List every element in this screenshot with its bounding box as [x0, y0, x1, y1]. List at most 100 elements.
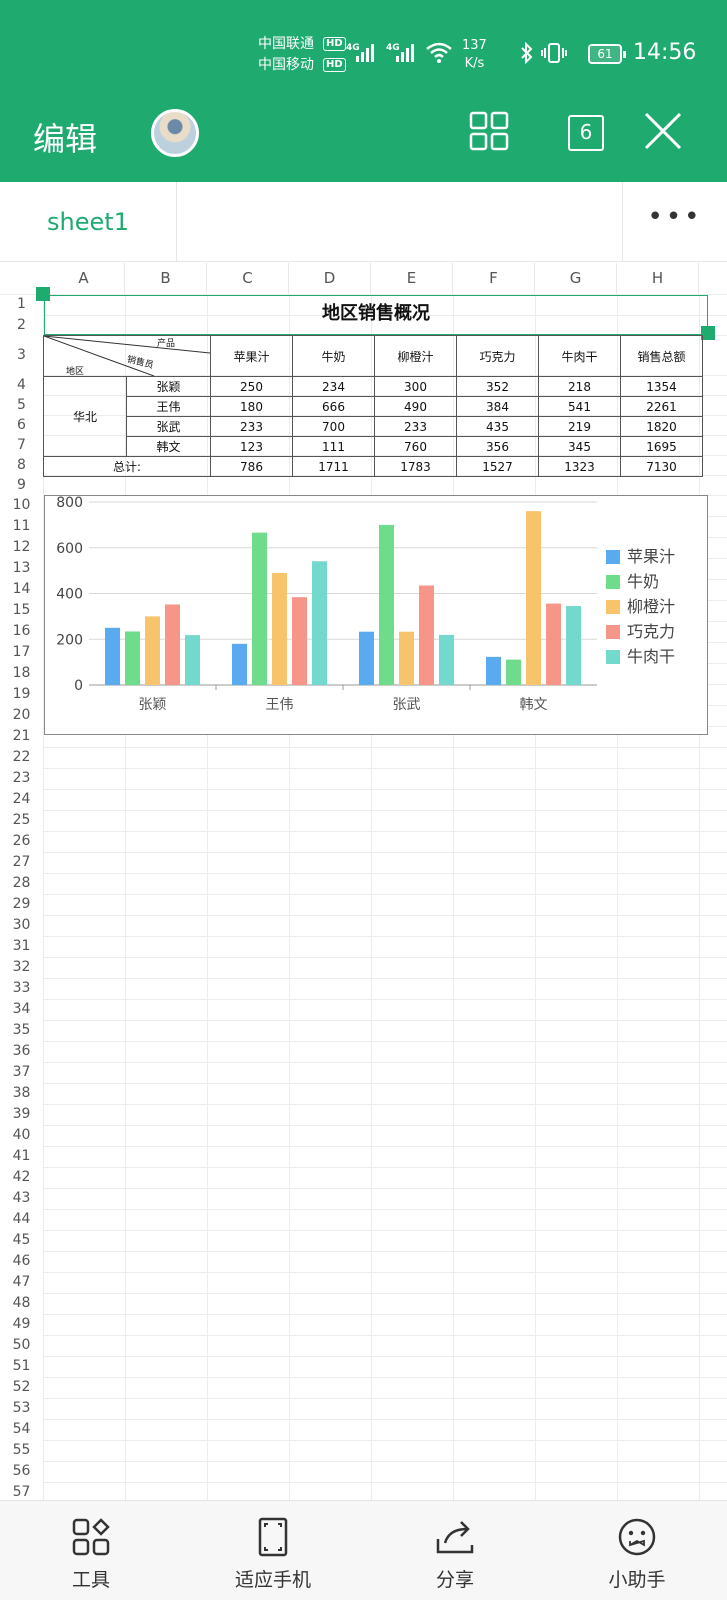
- value-cell[interactable]: 180: [210, 396, 293, 417]
- column-header[interactable]: D: [289, 263, 371, 294]
- value-cell[interactable]: 490: [374, 396, 457, 417]
- row-header[interactable]: 53: [12, 1400, 31, 1416]
- column-header[interactable]: A: [43, 263, 125, 294]
- row-header[interactable]: 31: [12, 938, 31, 954]
- value-cell[interactable]: 666: [292, 396, 375, 417]
- row-header[interactable]: 27: [12, 854, 31, 870]
- row-header[interactable]: 50: [12, 1337, 31, 1353]
- sales-chart[interactable]: 0 200 400 600 800 张颖 王伟 张武 韩文 苹果汁 牛奶 柳橙汁 巧克力 牛肉干: [44, 495, 708, 735]
- diagonal-header-cell[interactable]: 产品 销售员 地区: [43, 335, 211, 377]
- row-header[interactable]: 19: [12, 686, 31, 702]
- column-header[interactable]: C: [207, 263, 289, 294]
- row-header[interactable]: 52: [12, 1379, 31, 1395]
- total-cell[interactable]: 1695: [620, 436, 703, 457]
- value-cell[interactable]: 345: [538, 436, 621, 457]
- row-header[interactable]: 9: [17, 477, 26, 493]
- share-button[interactable]: 分享: [364, 1501, 546, 1600]
- header-cell[interactable]: 销售总额: [620, 335, 703, 377]
- grand-total-cell[interactable]: 1323: [538, 456, 621, 477]
- value-cell[interactable]: 234: [292, 376, 375, 397]
- row-header[interactable]: 10: [12, 497, 31, 513]
- row-header[interactable]: 4: [17, 377, 26, 393]
- row-header[interactable]: 38: [12, 1085, 31, 1101]
- value-cell[interactable]: 700: [292, 416, 375, 437]
- row-header[interactable]: 18: [12, 665, 31, 681]
- row-header[interactable]: 15: [12, 602, 31, 618]
- row-header[interactable]: 40: [12, 1127, 31, 1143]
- column-header[interactable]: E: [371, 263, 453, 294]
- selection-handle-start[interactable]: [36, 287, 50, 301]
- total-cell[interactable]: 1820: [620, 416, 703, 437]
- total-cell[interactable]: 1354: [620, 376, 703, 397]
- row-header[interactable]: 56: [12, 1463, 31, 1479]
- close-icon[interactable]: [643, 111, 683, 151]
- row-header[interactable]: 13: [12, 560, 31, 576]
- seller-name-cell[interactable]: 王伟: [125, 396, 212, 417]
- row-header[interactable]: 29: [12, 896, 31, 912]
- row-header[interactable]: 54: [12, 1421, 31, 1437]
- tab-sheet1[interactable]: sheet1: [0, 182, 177, 262]
- row-header[interactable]: 7: [17, 437, 26, 453]
- selection-handle-end[interactable]: [701, 326, 715, 340]
- row-header[interactable]: 45: [12, 1232, 31, 1248]
- row-header[interactable]: 33: [12, 980, 31, 996]
- row-header[interactable]: 24: [12, 791, 31, 807]
- row-header[interactable]: 11: [12, 518, 31, 534]
- total-cell[interactable]: 2261: [620, 396, 703, 417]
- row-header[interactable]: 26: [12, 833, 31, 849]
- grand-total-cell[interactable]: 1527: [456, 456, 539, 477]
- header-cell[interactable]: 巧克力: [456, 335, 539, 377]
- row-header[interactable]: 30: [12, 917, 31, 933]
- value-cell[interactable]: 352: [456, 376, 539, 397]
- row-header[interactable]: 42: [12, 1169, 31, 1185]
- row-header[interactable]: 14: [12, 581, 31, 597]
- value-cell[interactable]: 541: [538, 396, 621, 417]
- total-label-cell[interactable]: 总计:: [43, 456, 211, 477]
- value-cell[interactable]: 219: [538, 416, 621, 437]
- row-header[interactable]: 6: [17, 417, 26, 433]
- row-header[interactable]: 22: [12, 749, 31, 765]
- row-header[interactable]: 47: [12, 1274, 31, 1290]
- row-header[interactable]: 39: [12, 1106, 31, 1122]
- value-cell[interactable]: 384: [456, 396, 539, 417]
- row-header[interactable]: 17: [12, 644, 31, 660]
- grand-total-cell[interactable]: 786: [210, 456, 293, 477]
- row-header[interactable]: 34: [12, 1001, 31, 1017]
- value-cell[interactable]: 123: [210, 436, 293, 457]
- more-options-button[interactable]: •••: [622, 182, 727, 262]
- assistant-button[interactable]: 小助手: [546, 1501, 727, 1600]
- row-header[interactable]: 12: [12, 539, 31, 555]
- grand-total-cell[interactable]: 1783: [374, 456, 457, 477]
- row-header[interactable]: 28: [12, 875, 31, 891]
- row-header[interactable]: 25: [12, 812, 31, 828]
- region-cell[interactable]: 华北: [43, 376, 127, 457]
- row-header[interactable]: 37: [12, 1064, 31, 1080]
- value-cell[interactable]: 356: [456, 436, 539, 457]
- row-header[interactable]: 46: [12, 1253, 31, 1269]
- row-header[interactable]: 8: [17, 457, 26, 473]
- row-header[interactable]: 32: [12, 959, 31, 975]
- row-header[interactable]: 23: [12, 770, 31, 786]
- tools-button[interactable]: 工具: [0, 1501, 182, 1600]
- row-header[interactable]: 20: [12, 707, 31, 723]
- row-header[interactable]: 5: [17, 397, 26, 413]
- header-cell[interactable]: 牛肉干: [538, 335, 621, 377]
- avatar[interactable]: [151, 109, 199, 157]
- header-cell[interactable]: 柳橙汁: [374, 335, 457, 377]
- value-cell[interactable]: 435: [456, 416, 539, 437]
- row-header[interactable]: 1: [17, 296, 26, 312]
- column-header[interactable]: H: [617, 263, 699, 294]
- grand-total-cell[interactable]: 1711: [292, 456, 375, 477]
- row-header[interactable]: 51: [12, 1358, 31, 1374]
- row-header[interactable]: 57: [12, 1484, 31, 1500]
- value-cell[interactable]: 233: [210, 416, 293, 437]
- sheet-title[interactable]: 地区销售概况: [322, 303, 430, 324]
- row-header[interactable]: 21: [12, 728, 31, 744]
- header-cell[interactable]: 牛奶: [292, 335, 375, 377]
- row-header[interactable]: 35: [12, 1022, 31, 1038]
- header-cell[interactable]: 苹果汁: [210, 335, 293, 377]
- fit-phone-button[interactable]: 适应手机: [182, 1501, 364, 1600]
- column-header[interactable]: B: [125, 263, 207, 294]
- row-header[interactable]: 49: [12, 1316, 31, 1332]
- row-header[interactable]: 48: [12, 1295, 31, 1311]
